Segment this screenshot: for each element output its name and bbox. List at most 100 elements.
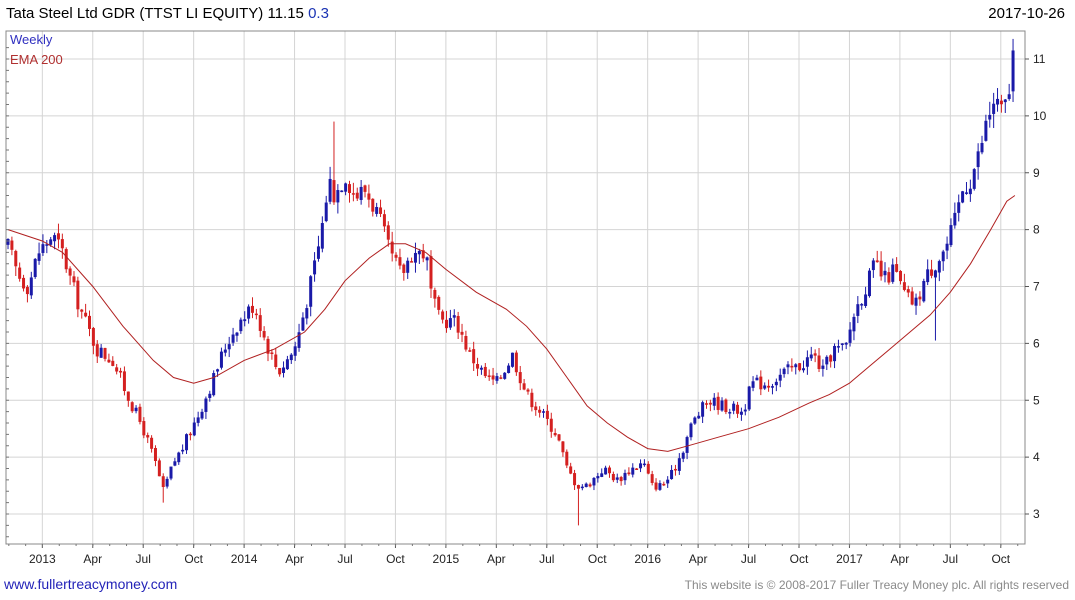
candle-body [382, 214, 386, 227]
candle-body [320, 223, 324, 249]
candle-body [984, 120, 988, 141]
candle-body [607, 467, 611, 474]
candle-body [712, 397, 716, 406]
x-tick-label: 2015 [433, 552, 460, 566]
candle-body [941, 251, 945, 262]
candle-body [864, 294, 868, 306]
legend-ema200: EMA 200 [10, 52, 63, 67]
candle-body [192, 422, 196, 436]
candle-body [216, 369, 220, 372]
candle-body [332, 180, 336, 203]
chart-title: Tata Steel Ltd GDR (TTST LI EQUITY) 11.1… [6, 5, 329, 22]
x-tick-label: Apr [689, 552, 708, 566]
candle-body [930, 269, 934, 276]
candle-body [573, 473, 577, 486]
candle-body [972, 169, 976, 189]
candle-body [704, 403, 708, 405]
candle-body [22, 277, 26, 289]
candle-body [883, 270, 887, 276]
candle-body [968, 188, 972, 195]
candle-body [111, 360, 115, 366]
candle-body [188, 433, 192, 436]
x-tick-label: Oct [184, 552, 203, 566]
candle-body [538, 409, 542, 413]
website-link[interactable]: www.fullertreacymoney.com [4, 576, 178, 592]
candle-body [526, 389, 530, 392]
candle-body [33, 258, 37, 278]
candle-body [316, 246, 320, 259]
candle-body [278, 367, 282, 375]
candle-body [875, 260, 879, 263]
candle-body [902, 282, 906, 290]
candle-body [891, 264, 895, 282]
candle-body [670, 469, 674, 480]
candle-body [336, 190, 340, 203]
candle-body [728, 412, 732, 414]
candle-body [1011, 50, 1015, 92]
candle-body [677, 458, 681, 471]
candle-body [425, 257, 429, 261]
candle-body [379, 207, 383, 214]
candle-body [6, 239, 10, 245]
candle-body [223, 349, 227, 353]
candle-body [262, 331, 266, 338]
candle-body [173, 461, 177, 466]
y-tick-label: 9 [1033, 166, 1040, 180]
candle-body [514, 352, 518, 373]
candle-body [227, 344, 231, 350]
candle-body [980, 142, 984, 153]
candle-body [270, 352, 274, 354]
candle-body [367, 193, 371, 200]
x-tick-label: Jul [741, 552, 756, 566]
candle-body [693, 417, 697, 424]
candle-body [204, 398, 208, 412]
candle-body [534, 406, 538, 411]
candle-body [309, 276, 313, 307]
candle-body [200, 411, 204, 419]
candle-body [926, 269, 930, 283]
candle-body [619, 477, 623, 482]
candle-body [988, 114, 992, 120]
candle-body [495, 376, 499, 381]
candle-body [518, 372, 522, 384]
candle-body [802, 368, 806, 371]
candle-body [355, 192, 359, 199]
candle-body [945, 243, 949, 251]
candle-body [716, 396, 720, 410]
y-tick-label: 11 [1033, 52, 1046, 66]
candle-body [635, 468, 639, 470]
candle-body [906, 289, 910, 293]
candle-body [37, 253, 41, 261]
candle-body [146, 435, 150, 438]
candle-body [231, 334, 235, 343]
candle-body [999, 100, 1003, 105]
candle-body [611, 473, 615, 481]
candle-body [219, 351, 223, 368]
y-tick-label: 8 [1033, 223, 1040, 237]
candle-body [122, 371, 126, 392]
candle-layer [6, 38, 1015, 526]
candle-body [949, 225, 953, 246]
candle-body [235, 332, 239, 336]
candle-body [701, 402, 705, 417]
candle-body [161, 476, 165, 488]
candle-body [157, 460, 161, 477]
candle-body [301, 317, 305, 331]
candle-body [363, 185, 367, 192]
candle-body [588, 484, 592, 487]
candle-body [879, 260, 883, 277]
candle-body [177, 452, 181, 463]
candle-body [720, 400, 724, 411]
candle-body [867, 270, 871, 297]
candle-body [468, 350, 472, 352]
candle-body [798, 363, 802, 371]
candle-body [596, 476, 600, 479]
candle-body [836, 346, 840, 348]
candle-body [254, 313, 258, 316]
candle-body [790, 365, 794, 368]
candle-body [91, 327, 95, 346]
candle-body [910, 291, 914, 305]
candle-body [347, 184, 351, 194]
candle-body [763, 385, 767, 389]
candle-body [483, 366, 487, 377]
